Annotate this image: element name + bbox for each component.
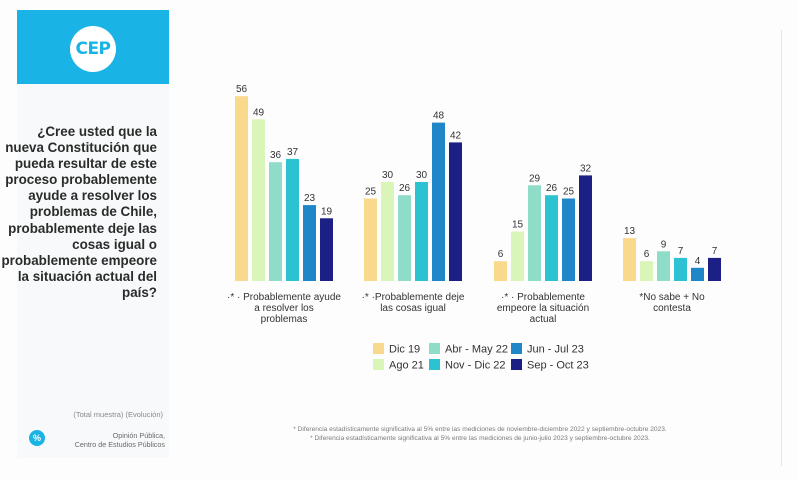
bar xyxy=(657,251,670,281)
legend-label: Jun - Jul 23 xyxy=(527,344,584,356)
percent-icon: % xyxy=(29,430,45,446)
legend-label: Nov - Dic 22 xyxy=(445,360,506,372)
category-label: ·* · Probablemente xyxy=(501,292,585,303)
bar xyxy=(364,198,377,281)
bar xyxy=(494,261,507,281)
data-label: 32 xyxy=(580,163,592,174)
bar xyxy=(674,257,687,281)
data-label: 30 xyxy=(416,170,428,181)
logo-circle: CEP xyxy=(70,26,116,72)
category-label: las cosas igual xyxy=(380,303,446,314)
data-label: 6 xyxy=(644,249,650,260)
data-label: 29 xyxy=(529,173,541,184)
bar xyxy=(381,182,394,281)
bar xyxy=(398,195,411,281)
bar xyxy=(235,96,248,281)
category-label: *No sabe + No xyxy=(639,292,705,303)
legend-swatch xyxy=(373,343,384,354)
bar xyxy=(286,158,299,281)
data-label: 23 xyxy=(304,193,316,204)
legend-swatch xyxy=(429,343,440,354)
footnote-1: * Diferencia estadísticamente significat… xyxy=(293,426,667,433)
data-label: 7 xyxy=(712,246,718,257)
bar xyxy=(269,162,282,281)
legend-swatch xyxy=(429,359,440,370)
legend-label: Abr - May 22 xyxy=(445,344,508,356)
category-label: problemas xyxy=(261,314,308,325)
legend-swatch xyxy=(373,359,384,370)
footnote-2: * Diferencia estadísticamente significat… xyxy=(310,435,650,442)
data-label: 26 xyxy=(399,183,411,194)
data-label: 56 xyxy=(236,84,248,95)
data-label: 19 xyxy=(321,206,333,217)
left-panel xyxy=(17,10,169,458)
category-label: actual xyxy=(530,314,557,325)
category-label: ·* · Probablemente ayude xyxy=(227,292,341,303)
bar xyxy=(691,267,704,281)
survey-question: ¿Cree usted que la nueva Constitución qu… xyxy=(1,124,157,300)
data-label: 7 xyxy=(678,246,684,257)
sample-note: (Total muestra) (Evolución) xyxy=(73,410,163,419)
data-label: 48 xyxy=(433,111,445,122)
bar xyxy=(511,231,524,281)
legend-label: Ago 21 xyxy=(389,360,424,372)
data-label: 37 xyxy=(287,147,299,158)
logo-text: CEP xyxy=(75,39,111,59)
data-label: 13 xyxy=(624,226,636,237)
data-label: 26 xyxy=(546,183,558,194)
bar xyxy=(579,175,592,281)
bar xyxy=(449,142,462,281)
data-label: 25 xyxy=(365,187,377,198)
category-label: a resolver los xyxy=(254,303,313,314)
source-line-2: Centro de Estudios Públicos xyxy=(74,440,165,449)
source-credit: Opinión Pública, Centro de Estudios Públ… xyxy=(75,431,165,449)
legend-label: Sep - Oct 23 xyxy=(527,360,589,372)
data-label: 42 xyxy=(450,130,462,141)
bar xyxy=(320,218,333,281)
data-label: 30 xyxy=(382,170,394,181)
category-label: empeore la situación xyxy=(497,303,589,314)
data-label: 15 xyxy=(512,220,524,231)
data-label: 36 xyxy=(270,150,282,161)
bar xyxy=(432,122,445,281)
bar xyxy=(562,198,575,281)
legend-label: Dic 19 xyxy=(389,344,420,356)
bar xyxy=(623,238,636,281)
bar xyxy=(528,185,541,281)
data-label: 6 xyxy=(498,249,504,260)
source-line-1: Opinión Pública, xyxy=(112,431,165,440)
bar xyxy=(415,182,428,281)
data-label: 25 xyxy=(563,187,575,198)
bar xyxy=(640,261,653,281)
legend-swatch xyxy=(511,359,522,370)
data-label: 4 xyxy=(695,256,701,267)
bar xyxy=(545,195,558,281)
category-label: ·* ·Probablemente deje xyxy=(362,292,465,303)
bar xyxy=(303,205,316,281)
cep-logo: CEP xyxy=(17,10,169,84)
category-label: contesta xyxy=(653,303,691,314)
data-label: 9 xyxy=(661,239,667,250)
divider-line xyxy=(781,30,782,466)
legend-swatch xyxy=(511,343,522,354)
bar xyxy=(708,257,721,281)
data-label: 49 xyxy=(253,107,265,118)
footnotes: * Diferencia estadísticamente significat… xyxy=(200,425,760,443)
bar xyxy=(252,119,265,281)
